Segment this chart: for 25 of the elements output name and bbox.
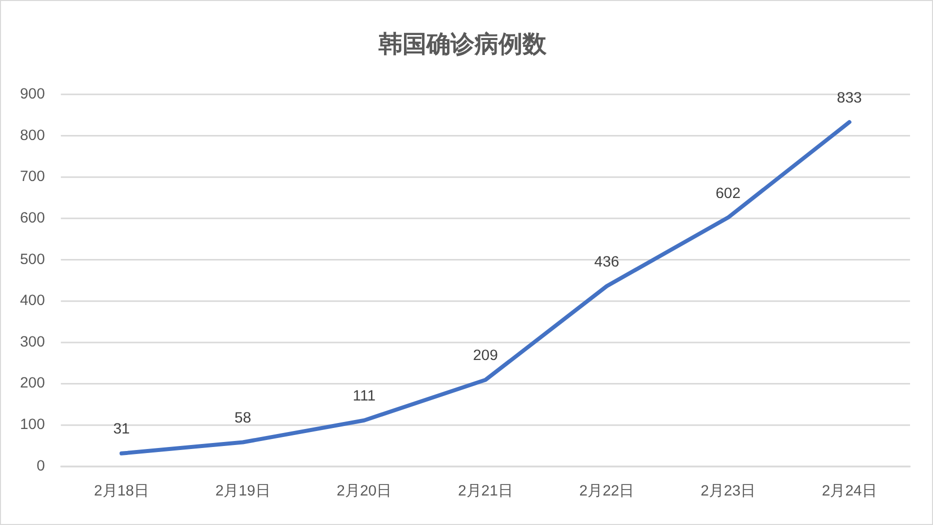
x-tick-label: 2月18日	[94, 482, 150, 500]
y-tick-label: 300	[20, 333, 45, 350]
x-tick-label: 2月24日	[822, 482, 877, 500]
y-tick-label: 800	[20, 126, 45, 144]
x-tick-label: 2月22日	[579, 482, 634, 500]
x-tick-label: 2月19日	[215, 482, 270, 500]
y-tick-label: 400	[20, 292, 45, 310]
chart-title: 韩国确诊病例数	[377, 30, 548, 58]
data-label: 111	[352, 388, 376, 405]
data-label: 436	[594, 253, 620, 270]
data-label: 602	[716, 184, 741, 202]
data-label: 209	[472, 347, 498, 364]
y-tick-label: 700	[20, 168, 45, 186]
y-tick-label: 500	[20, 250, 45, 268]
y-tick-label: 900	[20, 86, 45, 103]
y-tick-label: 600	[20, 210, 45, 226]
y-tick-label: 0	[36, 457, 45, 474]
y-tick-label: 200	[20, 374, 45, 392]
x-tick-label: 2月21日	[458, 482, 513, 500]
x-tick-label: 2月20日	[336, 482, 392, 500]
data-label: 833	[836, 89, 862, 106]
data-label: 58	[234, 409, 252, 426]
y-tick-label: 100	[20, 416, 45, 434]
data-label: 31	[113, 420, 130, 438]
x-tick-label: 2月23日	[700, 482, 756, 500]
